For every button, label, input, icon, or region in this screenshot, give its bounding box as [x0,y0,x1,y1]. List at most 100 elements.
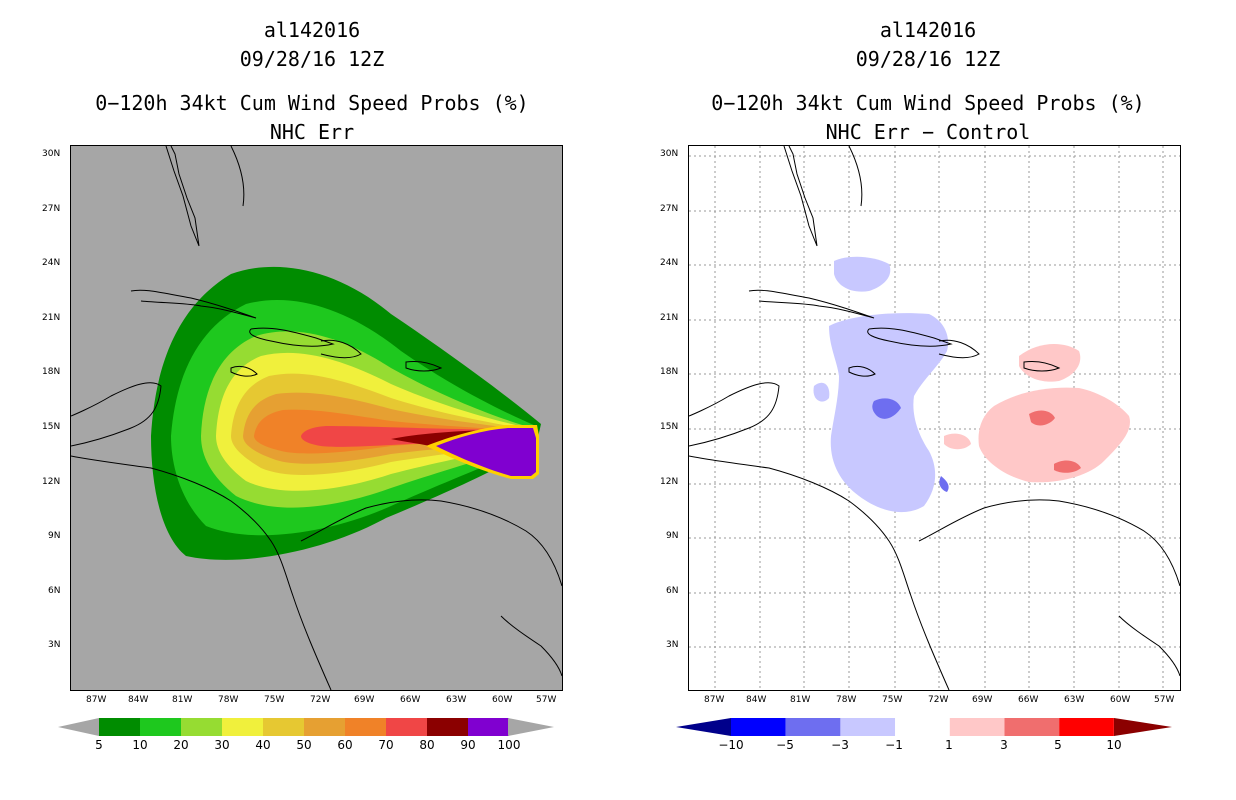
lon-label: 69W [354,695,375,705]
colorbar-label: 5 [95,738,103,752]
colorbar-label: 60 [337,738,353,752]
lat-label: 24N [660,258,679,268]
right-subtitle: NHC Err − Control [825,120,1031,144]
lon-label: 75W [882,695,903,705]
lon-label: 63W [446,695,467,705]
colorbar-swatch [222,718,263,736]
diff-pos-1-3-area [1019,344,1081,382]
lat-label: 21N [42,313,61,323]
lon-label: 81W [172,695,193,705]
diff-pos-3-5-area [1054,460,1081,473]
lon-label: 72W [310,695,331,705]
colorbar-swatch [427,718,468,736]
lon-label: 78W [218,695,239,705]
lon-label: 87W [704,695,725,705]
right-coastlines [689,146,1180,690]
lon-label: 78W [836,695,857,705]
colorbar-label: 100 [497,738,521,752]
colorbar-swatch [386,718,427,736]
left-datetime: 09/28/16 12Z [239,47,385,71]
lat-label: 27N [660,204,679,214]
lon-label: 66W [400,695,421,705]
lon-label: 60W [492,695,513,705]
colorbar-label: 50 [296,738,312,752]
lat-label: 12N [660,477,679,487]
lon-label: 87W [86,695,107,705]
prob-90-100-core [436,428,536,476]
lat-label: 27N [42,204,61,214]
right-datetime: 09/28/16 12Z [855,47,1001,71]
lat-label: 18N [660,367,679,377]
colorbar-swatch [1004,718,1060,736]
lon-label: 57W [536,695,557,705]
lon-label: 84W [746,695,767,705]
lon-label: 72W [928,695,949,705]
right-storm-id: al142016 [879,18,977,42]
colorbar-label: 1 [945,738,953,752]
lat-label: 30N [42,149,61,159]
colorbar-swatch [731,718,786,736]
lat-label: 9N [666,531,679,541]
colorbar-swatch [468,718,509,736]
colorbar-swatch [263,718,304,736]
lon-label: 60W [1110,695,1131,705]
lat-label: 6N [48,586,61,596]
colorbar-label: 3 [1000,738,1008,752]
colorbar-label: 10 [1106,738,1122,752]
lon-label: 69W [972,695,993,705]
colorbar-label: 30 [214,738,230,752]
colorbar-label: 80 [419,738,435,752]
diff-neg-1-3-area [813,382,830,402]
colorbar-label: 70 [378,738,394,752]
lat-label: 30N [660,149,679,159]
colorbar-swatch [895,718,950,736]
right-product-title: 0−120h 34kt Cum Wind Speed Probs (%) [711,91,1145,115]
left-product-title: 0−120h 34kt Cum Wind Speed Probs (%) [95,91,529,115]
lat-label: 21N [660,313,679,323]
diff-neg-3-5-area [939,476,949,492]
right-colorbar [676,718,1172,736]
left-map-svg [71,146,562,690]
left-storm-id: al142016 [263,18,361,42]
left-colorbar [58,718,554,736]
lon-label: 81W [790,695,811,705]
colorbar-label: 90 [460,738,476,752]
colorbar-swatch [345,718,386,736]
diff-pos-3-5-area [1029,410,1055,426]
colorbar-swatch [949,718,1005,736]
colorbar-label: −10 [718,738,744,752]
lat-label: 9N [48,531,61,541]
lat-label: 15N [660,422,679,432]
lat-label: 3N [48,640,61,650]
colorbar-label: −3 [831,738,849,752]
colorbar-under-arrow [676,718,731,736]
diff-neg-1-3-area [834,256,891,292]
diff-pos-1-3-area [978,387,1130,483]
left-map-panel [70,145,563,691]
colorbar-label: −1 [885,738,903,752]
colorbar-swatch [99,718,140,736]
colorbar-swatch [1059,718,1114,736]
lat-label: 12N [42,477,61,487]
lon-label: 57W [1154,695,1175,705]
colorbar-swatch [785,718,841,736]
colorbar-label: 10 [132,738,148,752]
lat-label: 6N [666,586,679,596]
right-gridlines [689,146,1180,690]
colorbar-swatch [304,718,345,736]
colorbar-label: 20 [173,738,189,752]
colorbar-swatch [140,718,181,736]
lat-label: 15N [42,422,61,432]
lon-label: 84W [128,695,149,705]
lon-label: 75W [264,695,285,705]
colorbar-label: 5 [1054,738,1062,752]
colorbar-under-arrow [58,718,99,736]
left-subtitle: NHC Err [269,120,355,144]
colorbar-swatch [840,718,896,736]
colorbar-swatch [181,718,222,736]
lat-label: 24N [42,258,61,268]
lat-label: 18N [42,367,61,377]
lat-label: 3N [666,640,679,650]
colorbar-over-arrow [508,718,554,736]
right-map-svg [689,146,1180,690]
